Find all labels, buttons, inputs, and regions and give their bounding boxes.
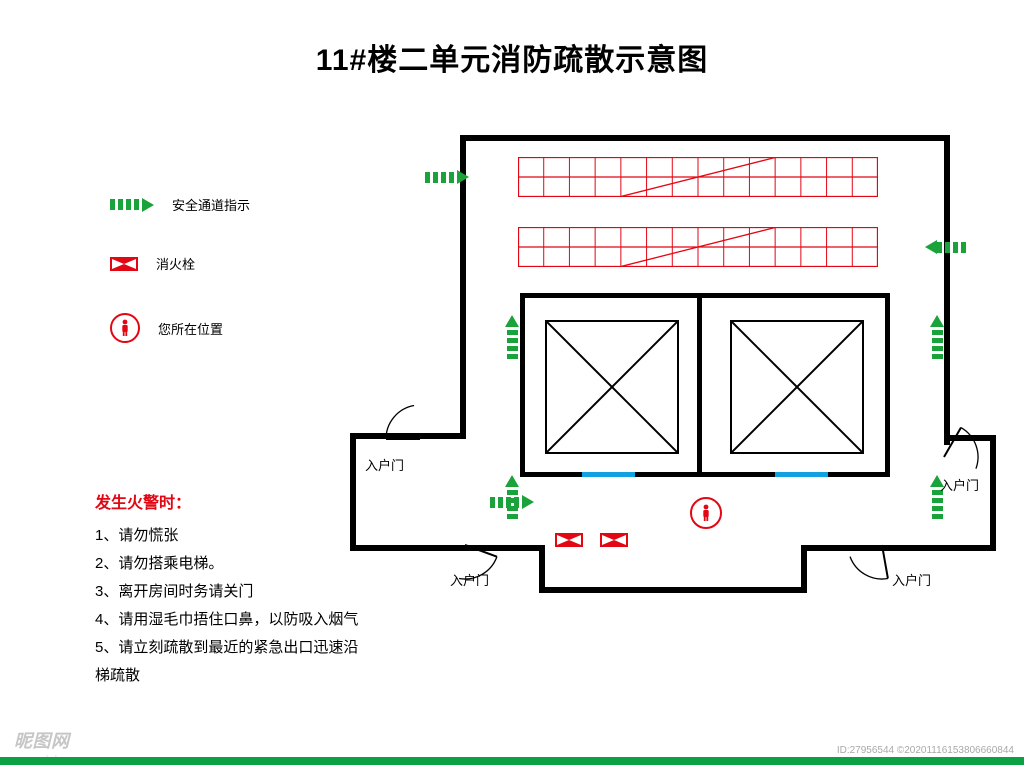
hydrant (555, 533, 583, 552)
wall (539, 587, 807, 593)
wall (944, 135, 950, 445)
evac-arrow (425, 170, 469, 184)
footer: 昵图网 www.nipic.cn ID:27956544 ©2020111615… (0, 743, 1024, 765)
instruction-line: 2、请勿搭乘电梯。 (95, 550, 358, 578)
watermark-logo: 昵图网 (14, 727, 70, 753)
wall (460, 415, 466, 433)
evac-arrow (505, 315, 519, 359)
hydrant-icon (110, 257, 138, 271)
person-icon (110, 313, 140, 343)
wall (520, 472, 582, 477)
wall (520, 293, 525, 477)
legend-label: 消火栓 (156, 254, 195, 273)
instruction-line: 4、请用湿毛巾捂住口鼻，以防吸入烟气 (95, 606, 358, 634)
evac-arrow (490, 495, 534, 509)
instruction-line: 梯疏散 (95, 662, 358, 690)
instructions: 发生火警时： 1、请勿慌张 2、请勿搭乘电梯。 3、离开房间时务请关门 4、请用… (95, 490, 358, 690)
legend-row-arrow: 安全通道指示 (110, 195, 250, 214)
legend: 安全通道指示 消火栓 您所在位置 (110, 195, 250, 343)
door-arc (845, 508, 919, 587)
stairs (518, 157, 878, 197)
legend-label: 您所在位置 (158, 319, 223, 338)
door-arc (907, 420, 981, 499)
evac-arrow (930, 315, 944, 359)
instruction-line: 3、离开房间时务请关门 (95, 578, 358, 606)
hydrant (600, 533, 628, 552)
you-are-here (690, 497, 722, 529)
arrow-icon (110, 198, 154, 212)
door-arc (428, 508, 502, 587)
instructions-heading: 发生火警时： (95, 490, 358, 518)
legend-row-person: 您所在位置 (110, 313, 250, 343)
wall (885, 293, 890, 477)
evac-arrow (925, 240, 969, 254)
floor-plan: 入户门入户门入户门入户门 (350, 135, 1010, 605)
diagram-root: 11#楼二单元消防疏散示意图 安全通道指示 消火栓 您所在位置 发生火警时： 1… (0, 0, 1024, 765)
elevator-door (582, 472, 635, 477)
wall (520, 293, 890, 298)
door-arc (383, 402, 457, 481)
wall (460, 135, 950, 141)
instruction-line: 5、请立刻疏散到最近的紧急出口迅速沿 (95, 634, 358, 662)
wall (828, 472, 890, 477)
stairs (518, 227, 878, 267)
elevator (730, 320, 864, 454)
wall (350, 433, 356, 545)
elevator-door (775, 472, 828, 477)
image-id: ID:27956544 ©2020111615380666084­4 (837, 745, 1014, 756)
footer-bar (0, 757, 1024, 765)
instruction-line: 1、请勿慌张 (95, 522, 358, 550)
page-title: 11#楼二单元消防疏散示意图 (0, 35, 1024, 79)
wall (801, 545, 807, 593)
legend-label: 安全通道指示 (172, 195, 250, 214)
wall (990, 435, 996, 551)
wall (697, 293, 702, 477)
wall (635, 472, 775, 477)
wall (539, 545, 545, 593)
legend-row-hydrant: 消火栓 (110, 254, 250, 273)
elevator (545, 320, 679, 454)
